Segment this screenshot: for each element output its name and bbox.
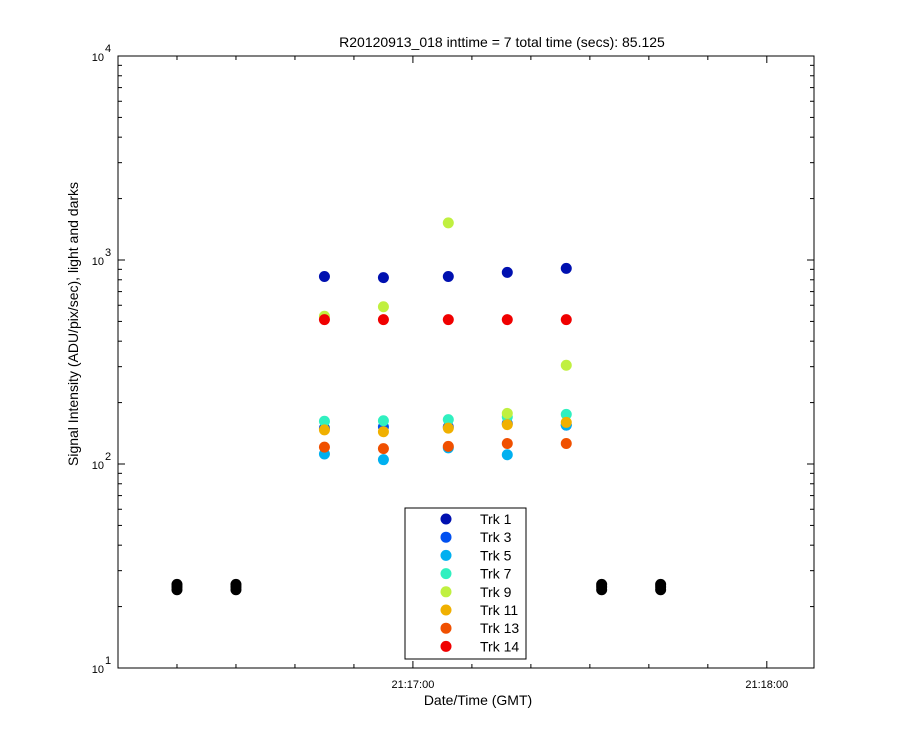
point-trk-14: [560, 314, 572, 326]
point-trk-9: [560, 359, 572, 371]
point-trk-1: [442, 271, 454, 283]
point-trk-9: [442, 217, 454, 229]
legend-marker-trk-9: [440, 586, 452, 598]
dark-point: [171, 578, 183, 590]
legend-marker-trk-5: [440, 549, 452, 561]
y-tick-exponent: 3: [105, 247, 111, 259]
x-axis-label: Date/Time (GMT): [424, 692, 532, 708]
y-tick-exponent: 4: [105, 43, 111, 55]
point-trk-7: [318, 415, 330, 427]
y-tick-exponent: 1: [105, 655, 111, 667]
point-trk-7: [560, 408, 572, 420]
point-trk-1: [377, 272, 389, 284]
legend-marker-trk-13: [440, 622, 452, 634]
point-trk-9: [501, 407, 513, 419]
point-trk-13: [318, 441, 330, 453]
point-trk-11: [377, 426, 389, 438]
legend-label-trk-5: Trk 5: [480, 547, 512, 563]
point-trk-14: [501, 314, 513, 326]
legend-marker-trk-1: [440, 513, 452, 525]
point-trk-11: [318, 424, 330, 436]
point-trk-11: [501, 419, 513, 431]
legend-marker-trk-11: [440, 604, 452, 616]
point-trk-13: [377, 443, 389, 455]
x-tick-label: 21:18:00: [745, 679, 788, 691]
data-marks: [171, 217, 667, 596]
point-trk-1: [560, 262, 572, 274]
legend: Trk 1 Trk 3 Trk 5 Trk 7 Trk 9 Trk 11 Trk 13 Trk…: [404, 507, 527, 660]
chart-title: R20120913_018 inttime = 7 total time (se…: [339, 34, 665, 50]
point-trk-9: [377, 301, 389, 313]
legend-marker-trk-7: [440, 568, 452, 580]
point-trk-11: [560, 416, 572, 428]
point-trk-14: [377, 314, 389, 326]
point-trk-1: [501, 266, 513, 278]
point-trk-13: [560, 438, 572, 450]
legend-label-trk-11: Trk 11: [480, 602, 518, 618]
x-tick-label: 21:17:00: [392, 679, 435, 691]
y-tick-label: 10: [92, 460, 104, 472]
point-trk-14: [318, 314, 330, 326]
y-axis-label: Signal Intensity (ADU/pix/sec), light an…: [65, 182, 81, 466]
point-trk-13: [501, 438, 513, 450]
point-trk-7: [442, 414, 454, 426]
point-trk-5: [377, 454, 389, 466]
point-trk-14: [442, 314, 454, 326]
legend-label-trk-9: Trk 9: [480, 584, 512, 600]
point-trk-11: [442, 422, 454, 434]
dark-point: [596, 578, 608, 590]
axis-ticks: [117, 56, 814, 668]
dark-point: [655, 578, 667, 590]
y-tick-label: 10: [92, 664, 104, 676]
point-trk-13: [442, 440, 454, 452]
point-trk-5: [501, 449, 513, 461]
legend-label-trk-13: Trk 13: [480, 620, 519, 636]
y-tick-label: 10: [92, 52, 104, 64]
legend-label-trk-3: Trk 3: [480, 529, 512, 545]
legend-label-trk-7: Trk 7: [480, 566, 512, 582]
legend-label-trk-14: Trk 14: [480, 638, 519, 654]
legend-marker-trk-14: [440, 640, 452, 652]
point-trk-7: [377, 415, 389, 427]
y-tick-label: 10: [92, 256, 104, 268]
legend-label-trk-1: Trk 1: [480, 511, 512, 527]
legend-box: [404, 507, 527, 660]
y-tick-exponent: 2: [105, 451, 111, 463]
dark-point: [230, 578, 242, 590]
point-trk-1: [318, 271, 330, 283]
legend-marker-trk-3: [440, 531, 452, 543]
